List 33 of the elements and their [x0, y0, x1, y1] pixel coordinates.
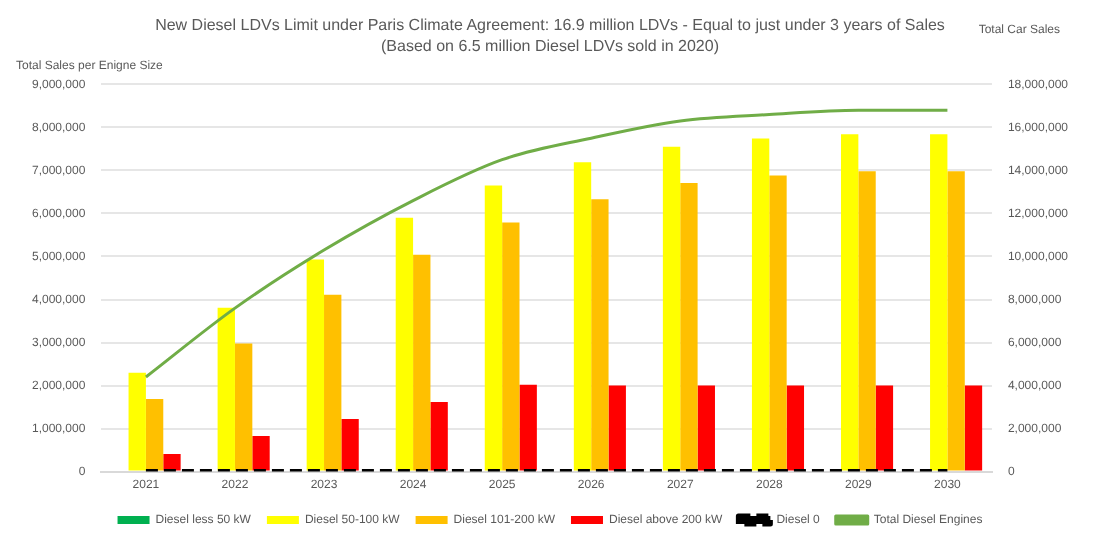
bar — [573, 162, 592, 471]
bar — [930, 134, 948, 471]
bar — [484, 185, 503, 471]
bar — [413, 254, 431, 471]
bar — [964, 385, 983, 471]
bar — [769, 175, 787, 471]
line-series — [144, 108, 949, 379]
bar — [252, 435, 270, 471]
bar — [502, 222, 520, 471]
bar — [947, 171, 965, 471]
bar — [697, 385, 715, 471]
bar — [751, 138, 770, 471]
chart-subtitle: (Based on 6.5 million Diesel LDVs sold in 2020) — [381, 37, 720, 56]
bar — [306, 259, 325, 471]
bar — [324, 294, 342, 471]
bar — [430, 401, 448, 471]
bar — [128, 372, 146, 471]
bar — [786, 385, 805, 471]
bar — [341, 419, 359, 471]
bar — [875, 385, 894, 471]
bar — [395, 217, 414, 471]
bar — [145, 398, 164, 471]
bar — [519, 384, 537, 471]
bar — [163, 453, 181, 471]
chart-title: New Diesel LDVs Limit under Paris Climate Agreement: 16.9 million LDVs - Equal to just under 3 years of Sales — [155, 16, 945, 35]
bar — [217, 307, 235, 471]
bar — [680, 182, 698, 471]
bar — [662, 146, 681, 471]
bar — [608, 385, 626, 471]
bar — [858, 171, 876, 471]
bar — [591, 199, 609, 471]
bar — [234, 343, 253, 471]
bar — [840, 134, 859, 471]
